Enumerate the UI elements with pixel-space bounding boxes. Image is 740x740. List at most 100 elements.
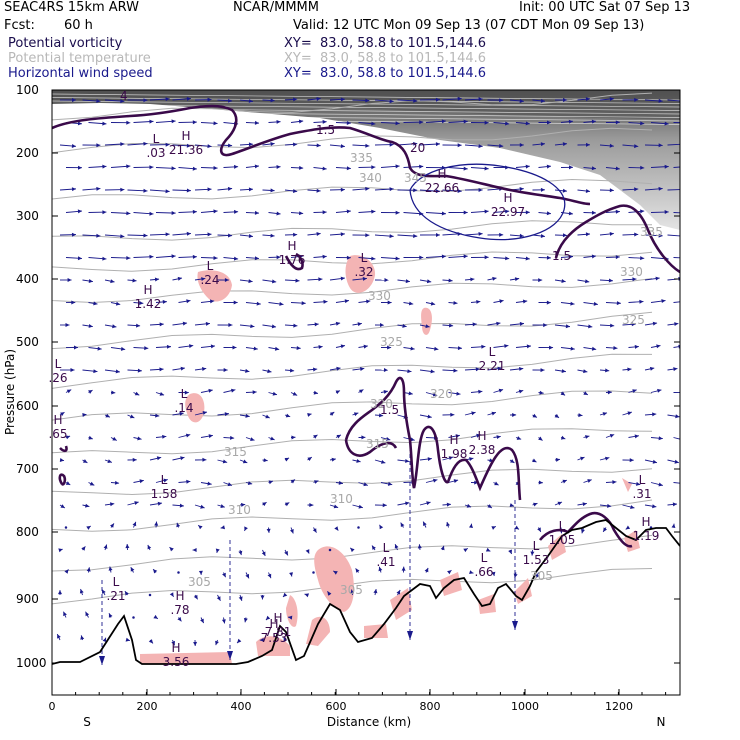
y-tick-label: 600 bbox=[16, 399, 39, 413]
pv-low-marker: L.31 bbox=[632, 473, 651, 501]
x-axis-south-label: S bbox=[83, 715, 91, 729]
theta-contour-label: 305 bbox=[188, 575, 211, 589]
pv-contour-label: 1.5 bbox=[316, 123, 335, 137]
pv-high-marker: H2.38 bbox=[469, 429, 496, 457]
svg-text:L: L bbox=[153, 132, 160, 146]
field-theta-xy: XY= 83.0, 58.8 to 101.5,144.6 bbox=[284, 51, 487, 66]
pv-negative-shading bbox=[140, 255, 640, 664]
svg-text:2.38: 2.38 bbox=[469, 443, 496, 457]
theta-contour-label: 335 bbox=[350, 151, 373, 165]
organization-label: NCAR/MMMM bbox=[233, 0, 319, 15]
y-tick-label: 900 bbox=[16, 592, 39, 606]
svg-text:L: L bbox=[639, 473, 646, 487]
y-tick-label: 800 bbox=[16, 525, 39, 539]
svg-text:H: H bbox=[269, 617, 278, 631]
svg-text:H: H bbox=[437, 167, 446, 181]
field-pv-name: Potential vorticity bbox=[8, 36, 123, 51]
x-tick-label: 400 bbox=[231, 700, 252, 713]
svg-text:H: H bbox=[477, 429, 486, 443]
svg-text:.41: .41 bbox=[376, 555, 395, 569]
x-axis-title: Distance (km) bbox=[327, 715, 411, 729]
pv-low-marker: L1.53 bbox=[523, 539, 550, 567]
forecast-label: Fcst: bbox=[4, 18, 35, 33]
pv-low-marker: L.41 bbox=[376, 541, 395, 569]
pv-low-marker: L.26 bbox=[48, 357, 67, 385]
svg-text:.24: .24 bbox=[200, 273, 219, 287]
svg-text:L: L bbox=[533, 539, 540, 553]
pv-low-marker: L.03 bbox=[146, 132, 165, 160]
svg-text:H: H bbox=[171, 641, 180, 655]
pv-low-marker: L.14 bbox=[174, 387, 193, 415]
svg-text:L: L bbox=[55, 357, 62, 371]
pv-low-marker: L.24 bbox=[200, 259, 219, 287]
theta-contour-label: 315 bbox=[224, 445, 247, 459]
svg-text:H: H bbox=[287, 239, 296, 253]
theta-contour-label: 315 bbox=[366, 437, 389, 451]
field-wind-xy: XY= 83.0, 58.8 to 101.5,144.6 bbox=[284, 66, 487, 81]
y-tick-label: 700 bbox=[16, 462, 39, 476]
svg-text:21.36: 21.36 bbox=[169, 143, 203, 157]
field-pv-xy: XY= 83.0, 58.8 to 101.5,144.6 bbox=[284, 36, 487, 51]
y-tick-label: 1000 bbox=[16, 656, 47, 670]
svg-text:22.66: 22.66 bbox=[425, 181, 459, 195]
y-tick-label: 200 bbox=[16, 146, 39, 160]
theta-contour-label: 325 bbox=[622, 313, 645, 327]
svg-text:.14: .14 bbox=[174, 401, 193, 415]
theta-contour-label: 305 bbox=[340, 583, 363, 597]
svg-text:1.19: 1.19 bbox=[633, 529, 660, 543]
pv-extrema-markers: L.03H21.36H22.66H22.97H1.76L.24L.32H1.42… bbox=[48, 129, 659, 669]
svg-text:H: H bbox=[143, 283, 152, 297]
theta-contour-label: 320 bbox=[370, 397, 393, 411]
y-axis: 100 200 300 400 500 600 700 800 900 1000 bbox=[16, 83, 680, 670]
pv-labels: 1.5 1.5 1.5 20 4 bbox=[120, 89, 571, 417]
pv-high-marker: H7.53 bbox=[261, 617, 288, 645]
x-axis-north-label: N bbox=[657, 715, 666, 729]
theta-contour-label: 310 bbox=[330, 492, 353, 506]
pv-low-marker: L2.21 bbox=[479, 345, 506, 373]
svg-text:.66: .66 bbox=[474, 565, 493, 579]
svg-text:L: L bbox=[161, 473, 168, 487]
field-theta-name: Potential temperature bbox=[8, 51, 151, 66]
pv-low-marker: L1.05 bbox=[549, 519, 576, 547]
stratosphere-shading bbox=[52, 90, 680, 230]
svg-text:H: H bbox=[53, 413, 62, 427]
svg-text:L: L bbox=[361, 251, 368, 265]
theta-contour-label: 330 bbox=[368, 289, 391, 303]
svg-text:1.05: 1.05 bbox=[549, 533, 576, 547]
svg-text:H: H bbox=[641, 515, 650, 529]
pv-low-marker: L.32 bbox=[354, 251, 373, 279]
theta-labels: 335 340 345 330 330 335 325 325 320 320 315 315 310 3… bbox=[188, 151, 663, 597]
svg-text:.65: .65 bbox=[48, 427, 67, 441]
svg-text:.26: .26 bbox=[48, 371, 67, 385]
theta-contour-label: 325 bbox=[380, 335, 403, 349]
pv-high-marker: H1.19 bbox=[633, 515, 660, 543]
pv-high-marker: H3.56 bbox=[163, 641, 190, 669]
svg-text:L: L bbox=[383, 541, 390, 555]
svg-text:.21: .21 bbox=[106, 589, 125, 603]
pv-low-marker: L1.58 bbox=[151, 473, 178, 501]
svg-text:.78: .78 bbox=[170, 603, 189, 617]
forecast-hour: 60 h bbox=[64, 18, 93, 33]
pv-contour-label: 20 bbox=[410, 141, 425, 155]
model-title: SEAC4RS 15km ARW bbox=[4, 0, 140, 15]
theta-contour-label: 305 bbox=[530, 569, 553, 583]
svg-text:.03: .03 bbox=[146, 146, 165, 160]
pv-high-marker: H1.76 bbox=[279, 239, 306, 267]
pv-high-marker: H.65 bbox=[48, 413, 67, 441]
svg-text:L: L bbox=[113, 575, 120, 589]
svg-text:1.58: 1.58 bbox=[151, 487, 178, 501]
svg-text:H: H bbox=[181, 129, 190, 143]
y-tick-label: 500 bbox=[16, 335, 39, 349]
svg-text:L: L bbox=[181, 387, 188, 401]
pv-contour-label: 1.5 bbox=[552, 249, 571, 263]
svg-text:H: H bbox=[273, 611, 282, 625]
x-tick-label: 0 bbox=[49, 700, 56, 713]
pv-high-marker: H1.98 bbox=[441, 433, 468, 461]
valid-time: Valid: 12 UTC Mon 09 Sep 13 (07 CDT Mon … bbox=[293, 18, 645, 33]
init-time: Init: 00 UTC Sat 07 Sep 13 bbox=[519, 0, 691, 15]
pv-high-marker: H7.81 bbox=[265, 611, 292, 639]
wind-speed-contour bbox=[409, 163, 566, 241]
pv-high-marker: H22.97 bbox=[491, 191, 525, 219]
wind-vectors bbox=[56, 96, 680, 665]
